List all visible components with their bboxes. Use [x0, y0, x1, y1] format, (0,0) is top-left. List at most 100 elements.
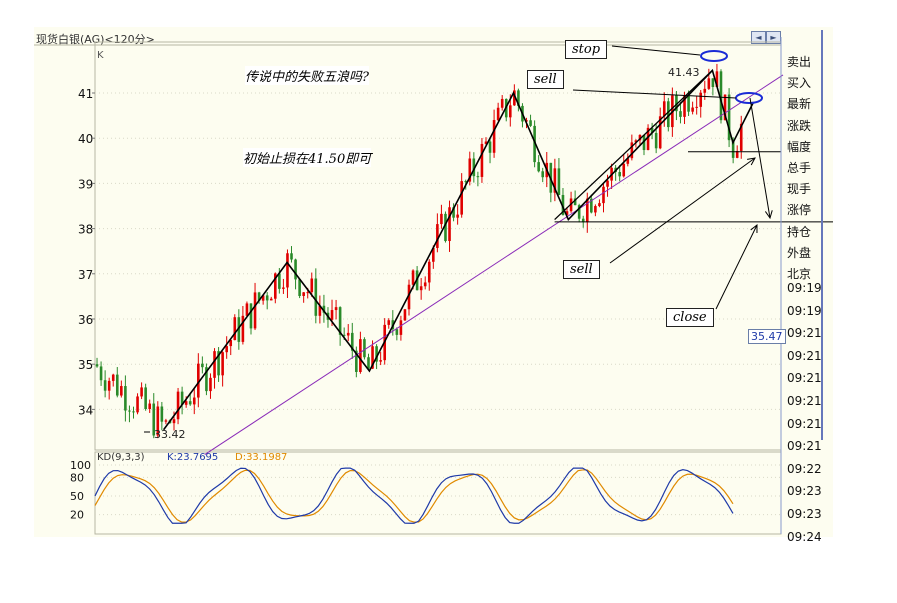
- candle-body: [464, 181, 468, 183]
- y-tick-label: 39: [78, 177, 93, 191]
- sidebar-time: 09:23: [787, 484, 822, 499]
- candle-body: [646, 127, 650, 151]
- candle-body: [602, 186, 605, 204]
- candle-body: [403, 309, 407, 321]
- candle-body: [294, 259, 297, 280]
- candle-body: [282, 287, 285, 289]
- candle-body: [310, 278, 314, 293]
- sell-mid-arrowhead: [747, 157, 756, 166]
- candle-body: [500, 98, 504, 108]
- kd-tick-label: 50: [70, 490, 84, 503]
- candle-body: [444, 213, 447, 242]
- candle-body: [257, 292, 261, 301]
- candle-body: [407, 284, 411, 310]
- candle-body: [314, 278, 318, 316]
- candle-body: [399, 320, 403, 335]
- candle-body: [342, 334, 346, 336]
- candle-body: [679, 111, 682, 117]
- candle-body: [476, 176, 480, 178]
- candle-body: [618, 172, 621, 177]
- close-arrowhead: [750, 223, 758, 234]
- chart-title: 现货白银(AG)<120分>: [36, 33, 155, 46]
- sell-label-mid: sell: [563, 260, 600, 279]
- candle-body: [634, 140, 638, 143]
- candle-body: [371, 346, 374, 369]
- candle-body: [184, 401, 188, 405]
- axis-letter-k: K: [97, 50, 104, 61]
- candle-body: [739, 123, 743, 151]
- candle-body: [630, 142, 634, 159]
- y-tick-label: 37: [78, 268, 93, 282]
- candle-body: [533, 125, 536, 163]
- candle-body: [525, 120, 528, 122]
- question-annotation: 传说中的失败五浪吗?: [245, 66, 369, 85]
- candle-body: [164, 420, 168, 422]
- candle-body: [201, 363, 204, 368]
- sidebar-time: 09:21: [787, 439, 822, 454]
- candle-body: [687, 95, 690, 112]
- sidebar-time: 09:21: [787, 326, 822, 341]
- candle-body: [148, 403, 151, 410]
- sidebar-time: 09:21: [787, 416, 822, 431]
- kd-tick-label: 20: [70, 509, 84, 522]
- candle-body: [565, 211, 569, 215]
- sidebar-time: 09:19: [787, 281, 822, 295]
- scroll-left-button[interactable]: ◄: [751, 31, 766, 44]
- candle-body: [715, 71, 719, 87]
- kd-d-line: [94, 469, 734, 523]
- candle-body: [695, 106, 698, 108]
- sidebar-item: 外盘: [787, 245, 812, 260]
- candle-body: [274, 273, 277, 299]
- candle-body: [140, 387, 143, 397]
- candle-body: [517, 90, 520, 106]
- stop-leader: [611, 45, 701, 56]
- candle-body: [727, 94, 731, 141]
- candle-body: [513, 90, 516, 106]
- candle-body: [541, 171, 545, 178]
- sidebar-item: 总手: [787, 161, 812, 175]
- candle-body: [529, 120, 532, 126]
- candle-body: [103, 380, 107, 391]
- stop-ellipse: [700, 50, 728, 62]
- candle-body: [330, 310, 334, 320]
- candle-body: [379, 360, 382, 362]
- kd-k-value: K:23.7695: [167, 452, 219, 463]
- sidebar-item: 最新: [787, 97, 812, 112]
- candle-body: [225, 346, 228, 353]
- candle-body: [136, 396, 139, 413]
- candle-body: [346, 332, 350, 336]
- kd-d-value: D:33.1987: [235, 452, 288, 463]
- candle-body: [448, 207, 451, 242]
- candle-body: [241, 315, 245, 342]
- sidebar-item: 持仓: [787, 224, 812, 239]
- kd-tick-label: 80: [70, 471, 84, 484]
- candle-body: [436, 224, 439, 248]
- candle-body: [249, 303, 253, 329]
- y-tick-label: 34: [78, 403, 93, 417]
- candle-body: [577, 205, 581, 219]
- candle-body: [253, 292, 257, 329]
- candle-body: [472, 158, 476, 177]
- high-price-label: 41.43: [668, 66, 700, 79]
- kd-label: KD(9,3,3): [97, 452, 145, 463]
- candle-body: [719, 71, 723, 121]
- candle-body: [322, 305, 326, 313]
- candle-body: [318, 305, 322, 316]
- candle-body: [395, 329, 399, 335]
- candle-body: [229, 340, 233, 347]
- y-tick-label: 36: [78, 313, 93, 327]
- drop-arrow-line: [749, 97, 771, 219]
- candle-body: [99, 366, 103, 381]
- candle-body: [237, 317, 241, 342]
- candle-body: [707, 78, 711, 89]
- candle-body: [278, 273, 281, 289]
- candle-body: [484, 141, 488, 144]
- candle-body: [213, 351, 216, 378]
- sidebar-item: 卖出: [787, 55, 812, 69]
- sidebar-item: 买入: [787, 76, 812, 91]
- candle-body: [488, 141, 492, 153]
- sidebar-time: 09:21: [787, 371, 822, 386]
- candle-body: [111, 374, 115, 381]
- candle-body: [731, 140, 735, 158]
